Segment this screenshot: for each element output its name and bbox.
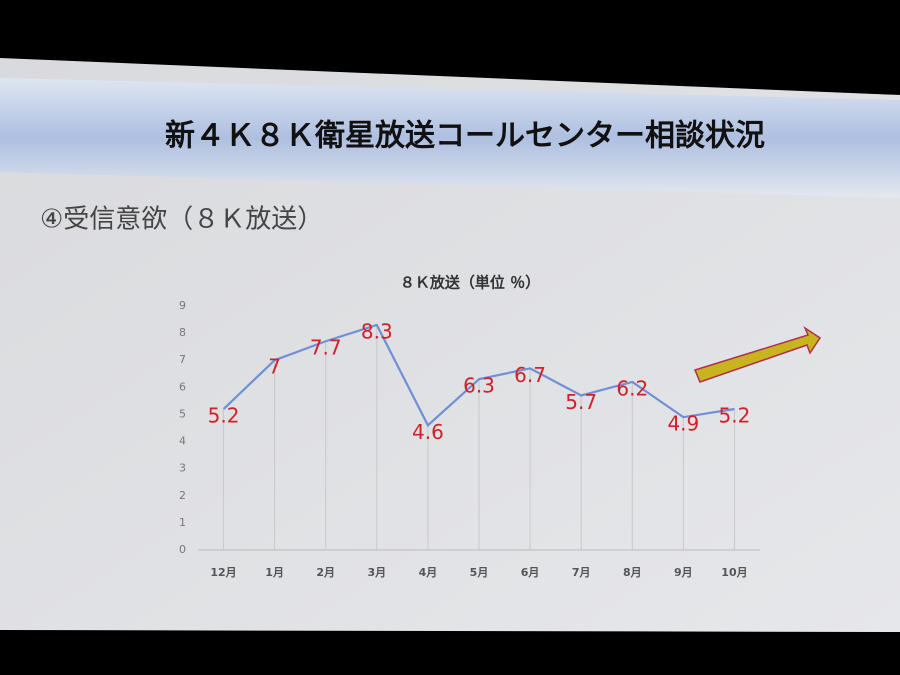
x-tick-label: 5月 xyxy=(470,566,489,579)
y-tick-label: 3 xyxy=(179,462,186,475)
data-label: 6.7 xyxy=(514,363,546,387)
x-tick-label: 9月 xyxy=(674,566,693,579)
data-line xyxy=(222,323,735,428)
x-tick-label: 1月 xyxy=(265,566,284,579)
y-tick-label: 5 xyxy=(179,407,186,420)
trend-arrow xyxy=(693,325,822,383)
data-label: 6.2 xyxy=(616,376,648,400)
data-label: 5.2 xyxy=(208,404,240,428)
data-label: 5.7 xyxy=(565,390,597,414)
y-tick-label: 1 xyxy=(179,516,186,529)
y-tick-label: 7 xyxy=(179,353,186,366)
data-label: 5.2 xyxy=(719,404,751,428)
y-tick-label: 2 xyxy=(179,489,186,502)
x-tick-label: 10月 xyxy=(721,566,747,579)
data-label: 8.3 xyxy=(361,319,393,343)
plot: 0 1 2 3 4 5 6 7 8 9 12月 1月 2月 3月 4月 5月 6月 7月 8月 9月 10月 5.2 7 7.… xyxy=(179,299,760,579)
title-banner xyxy=(0,78,900,198)
x-tick-label: 4月 xyxy=(419,566,438,579)
data-label: 4.6 xyxy=(412,420,444,444)
data-label: 4.9 xyxy=(667,412,699,436)
x-tick-label: 8月 xyxy=(623,566,642,579)
data-label: 7.7 xyxy=(310,336,342,360)
slide-subtitle: ④受信意欲（８Ｋ放送） xyxy=(40,205,323,235)
y-tick-label: 9 xyxy=(179,299,186,312)
x-tick-label: 12月 xyxy=(210,566,236,579)
y-tick-label: 0 xyxy=(179,543,186,556)
y-tick-label: 6 xyxy=(179,380,186,393)
data-label: 7 xyxy=(268,355,281,379)
x-tick-label: 6月 xyxy=(521,566,540,579)
data-label: 6.3 xyxy=(463,374,495,398)
x-tick-label: 3月 xyxy=(367,566,386,579)
y-tick-label: 8 xyxy=(179,326,186,339)
chart-title: ８Ｋ放送（単位 ％） xyxy=(400,274,540,292)
y-tick-label: 4 xyxy=(179,435,186,448)
slide-title: 新４Ｋ８Ｋ衛星放送コールセンター相談状況 xyxy=(165,119,765,154)
x-tick-label: 7月 xyxy=(572,566,591,579)
x-tick-label: 2月 xyxy=(316,566,335,579)
slide xyxy=(0,58,900,632)
